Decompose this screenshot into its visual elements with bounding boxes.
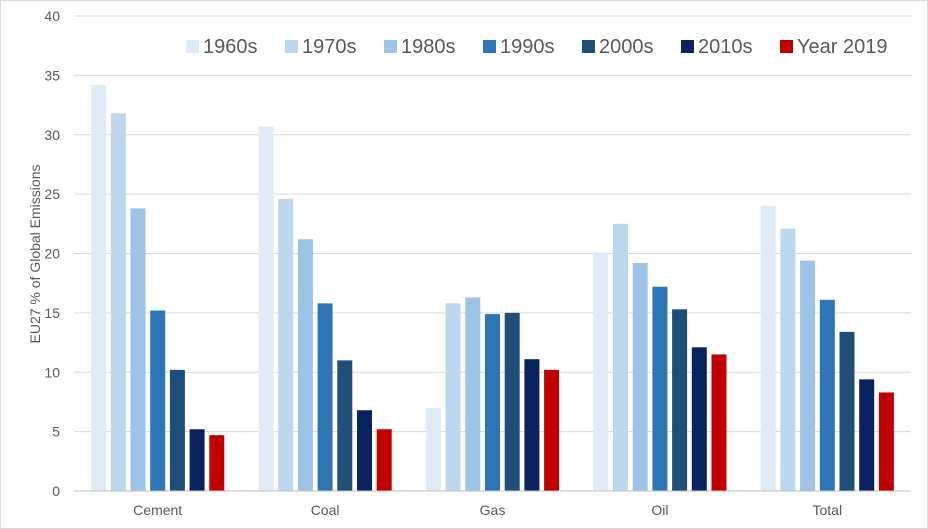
- bar: [800, 260, 816, 491]
- bar: [878, 392, 894, 491]
- bar: [672, 309, 688, 491]
- bars: [91, 84, 894, 491]
- legend-swatch: [285, 40, 298, 53]
- y-axis-ticks: 0 5 10 15 20 25 30 35 40: [44, 8, 60, 499]
- bar: [760, 206, 776, 491]
- legend-swatch: [483, 40, 496, 53]
- bar: [278, 198, 294, 491]
- bar: [504, 312, 520, 491]
- y-axis-label: EU27 % of Global Emissions: [27, 165, 43, 344]
- legend: 1960s 1970s 1980s 1990s 2000s 2010s Year 2019: [186, 36, 887, 58]
- bar: [652, 286, 668, 491]
- bar: [337, 360, 353, 491]
- bar: [169, 369, 185, 491]
- legend-swatch: [780, 40, 793, 53]
- bar: [780, 228, 796, 491]
- bar: [544, 369, 560, 491]
- bar: [209, 435, 225, 491]
- bar: [485, 314, 500, 491]
- legend-swatch: [582, 40, 595, 53]
- legend-label: 1960s: [203, 36, 258, 58]
- y-tick-label: 10: [44, 364, 60, 380]
- legend-label: Year 2019: [797, 36, 887, 58]
- bar: [110, 113, 126, 491]
- bar: [819, 299, 835, 491]
- y-tick-label: 15: [44, 305, 60, 321]
- bar: [691, 347, 707, 491]
- bar: [91, 84, 107, 491]
- x-tick-label: Total: [813, 502, 843, 518]
- legend-label: 1970s: [302, 36, 357, 58]
- legend-label: 2010s: [698, 36, 753, 58]
- bar: [465, 297, 481, 491]
- x-tick-label: Oil: [651, 502, 668, 518]
- y-tick-label: 30: [44, 127, 60, 143]
- bar: [613, 223, 628, 491]
- y-tick-label: 5: [52, 424, 60, 440]
- bar: [317, 303, 333, 491]
- bar: [189, 429, 205, 491]
- x-tick-label: Cement: [133, 502, 182, 518]
- bar: [425, 407, 441, 491]
- bar: [711, 354, 727, 491]
- x-tick-label: Coal: [311, 502, 340, 518]
- legend-label: 1980s: [401, 36, 456, 58]
- legend-swatch: [681, 40, 694, 53]
- bar: [150, 310, 166, 491]
- bar: [524, 359, 540, 491]
- y-tick-label: 35: [44, 67, 60, 83]
- x-tick-label: Gas: [480, 502, 506, 518]
- legend-label: 1990s: [500, 36, 555, 58]
- y-tick-label: 40: [44, 8, 60, 24]
- y-tick-label: 20: [44, 246, 60, 262]
- bar: [839, 331, 855, 491]
- bar: [632, 263, 648, 491]
- bar: [593, 252, 609, 491]
- bar: [445, 303, 461, 491]
- legend-swatch: [186, 40, 199, 53]
- legend-swatch: [384, 40, 397, 53]
- bar: [376, 429, 392, 491]
- legend-label: 2000s: [599, 36, 654, 58]
- bar: [130, 208, 146, 491]
- bar: [297, 239, 313, 491]
- y-tick-label: 25: [44, 186, 60, 202]
- bar: [859, 379, 875, 491]
- y-tick-label: 0: [52, 483, 60, 499]
- x-axis-ticks: Cement Coal Gas Oil Total: [133, 502, 842, 518]
- bar: [357, 410, 372, 491]
- bar: [258, 126, 274, 491]
